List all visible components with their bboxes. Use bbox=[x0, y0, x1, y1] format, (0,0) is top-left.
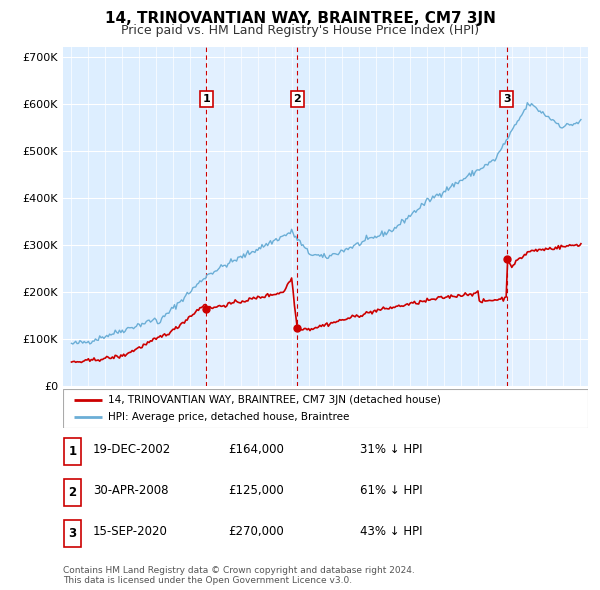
Text: 2: 2 bbox=[293, 94, 301, 104]
Text: £164,000: £164,000 bbox=[228, 442, 284, 456]
Text: 31% ↓ HPI: 31% ↓ HPI bbox=[360, 442, 422, 456]
Text: 61% ↓ HPI: 61% ↓ HPI bbox=[360, 484, 422, 497]
Text: 19-DEC-2002: 19-DEC-2002 bbox=[93, 442, 171, 456]
Text: 14, TRINOVANTIAN WAY, BRAINTREE, CM7 3JN: 14, TRINOVANTIAN WAY, BRAINTREE, CM7 3JN bbox=[104, 11, 496, 25]
Text: £270,000: £270,000 bbox=[228, 525, 284, 539]
Text: 15-SEP-2020: 15-SEP-2020 bbox=[93, 525, 168, 539]
Text: 1: 1 bbox=[202, 94, 210, 104]
Text: 3: 3 bbox=[68, 527, 77, 540]
Text: 2: 2 bbox=[68, 486, 77, 499]
Text: Price paid vs. HM Land Registry's House Price Index (HPI): Price paid vs. HM Land Registry's House … bbox=[121, 24, 479, 37]
Text: £125,000: £125,000 bbox=[228, 484, 284, 497]
Bar bbox=[206, 47, 297, 386]
Text: Contains HM Land Registry data © Crown copyright and database right 2024.
This d: Contains HM Land Registry data © Crown c… bbox=[63, 566, 415, 585]
Text: 30-APR-2008: 30-APR-2008 bbox=[93, 484, 169, 497]
Text: HPI: Average price, detached house, Braintree: HPI: Average price, detached house, Brai… bbox=[107, 412, 349, 422]
Text: 1: 1 bbox=[68, 444, 77, 458]
Text: 3: 3 bbox=[503, 94, 511, 104]
Text: 43% ↓ HPI: 43% ↓ HPI bbox=[360, 525, 422, 539]
Bar bbox=[507, 47, 588, 386]
Text: 14, TRINOVANTIAN WAY, BRAINTREE, CM7 3JN (detached house): 14, TRINOVANTIAN WAY, BRAINTREE, CM7 3JN… bbox=[107, 395, 440, 405]
